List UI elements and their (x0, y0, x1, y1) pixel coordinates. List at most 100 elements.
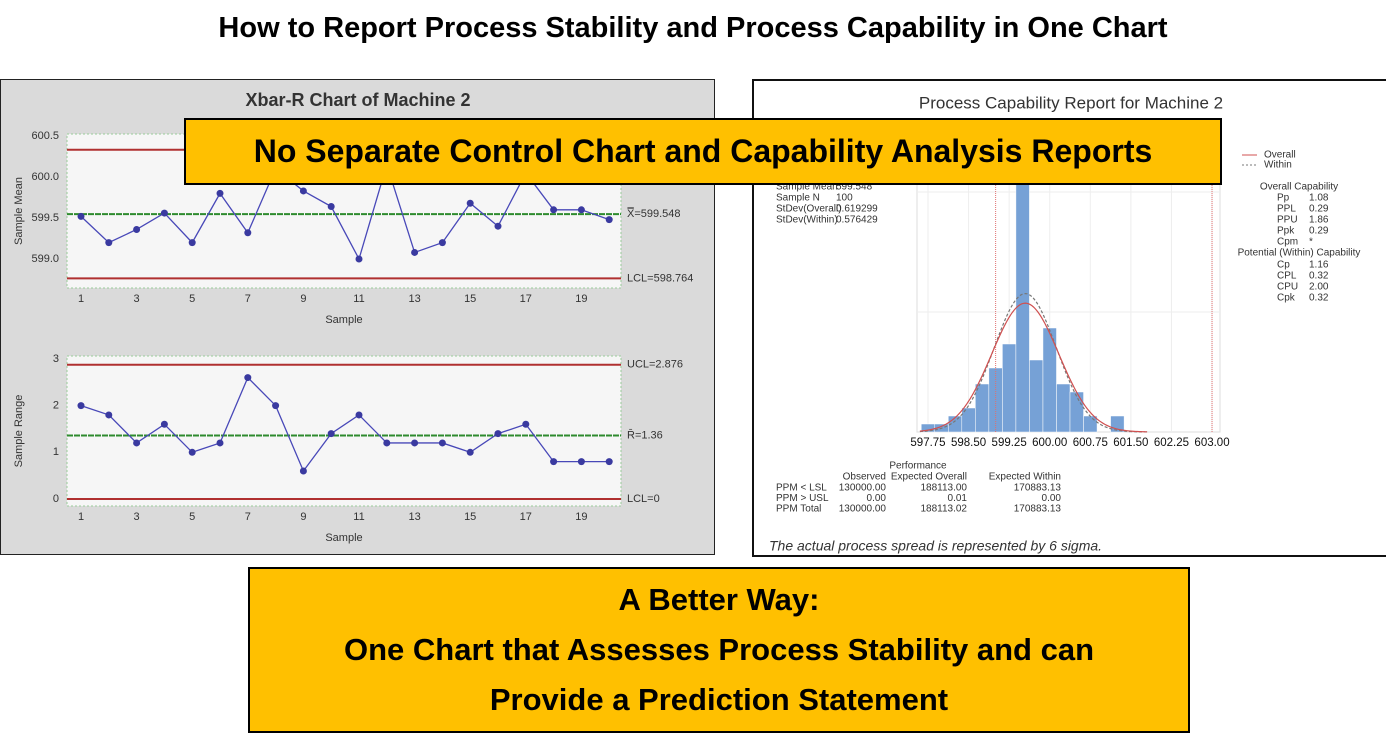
performance-cell: 130000.00 (839, 483, 887, 494)
data-point (299, 467, 307, 475)
stat-value: 0.576429 (836, 215, 878, 226)
x-tick-label: 5 (189, 293, 195, 305)
x-tick-label: 5 (189, 511, 195, 523)
performance-cell: 170883.13 (1014, 504, 1062, 515)
data-point (188, 239, 196, 247)
cap-label: Cpm (1277, 237, 1298, 248)
y-tick-label: 599.0 (31, 253, 59, 265)
performance-cell: 0.00 (1042, 493, 1062, 504)
x-tick-label: 601.50 (1113, 437, 1148, 449)
performance-column-header: Observed (843, 472, 886, 483)
xbar-r-chart: Xbar-R Chart of Machine 2 600.5 600.0 599.5… (13, 90, 693, 544)
banner-top: No Separate Control Chart and Capability… (184, 118, 1222, 185)
legend-overall: Overall (1264, 150, 1296, 161)
y-tick-label: 2 (53, 400, 59, 412)
cap-label: PPU (1277, 215, 1298, 226)
lcl-label: LCL=0 (627, 493, 660, 505)
performance-cell: 0.00 (867, 493, 887, 504)
data-point (327, 203, 335, 211)
y-axis-label: Sample Mean (13, 177, 25, 245)
performance-cell: 188113.02 (920, 504, 967, 515)
cap-value: 0.29 (1309, 204, 1329, 215)
x-tick-label: 17 (520, 293, 532, 305)
data-point (605, 458, 613, 466)
x-tick-label: 11 (353, 511, 364, 523)
cap-value: * (1309, 237, 1313, 248)
x-tick-label: 13 (408, 511, 420, 523)
data-point (522, 420, 530, 428)
data-point (438, 439, 446, 447)
x-tick-label: 19 (575, 511, 587, 523)
stat-value: 599.548 (836, 182, 873, 193)
x-tick-label: 598.50 (951, 437, 986, 449)
histogram-bar (975, 383, 990, 433)
cap-label: CPU (1277, 282, 1298, 293)
within-curve (919, 292, 1148, 433)
banner-line-2: One Chart that Assesses Process Stabilit… (343, 632, 1095, 667)
data-point (494, 222, 502, 230)
x-tick-label: 1 (78, 293, 84, 305)
x-tick-label: 599.25 (992, 437, 1027, 449)
histogram-bar (1042, 327, 1057, 433)
overall-capability-heading: Overall Capability (1260, 182, 1338, 193)
performance-row-label: PPM Total (776, 504, 821, 515)
histogram-bar (1083, 415, 1098, 433)
data-point (133, 439, 141, 447)
banner-line-1: A Better Way: (618, 582, 820, 617)
data-point (133, 225, 141, 233)
data-point (494, 430, 502, 438)
center-label: R̄=1.36 (627, 429, 663, 442)
x-tick-label: 19 (575, 293, 587, 305)
cap-value: 0.32 (1309, 271, 1329, 282)
data-point (383, 439, 391, 447)
performance-column-header: Expected Within (989, 472, 1061, 483)
cap-value: 1.16 (1309, 260, 1329, 271)
lcl-label: LCL=598.764 (627, 272, 693, 284)
cap-value: 0.32 (1309, 293, 1329, 304)
data-point (299, 187, 307, 195)
performance-row-label: PPM > USL (776, 493, 829, 504)
x-tick-label: 15 (464, 293, 476, 305)
banner-line-3: Provide a Prediction Statement (489, 682, 949, 717)
data-point (605, 216, 613, 224)
stat-label: Sample N (776, 193, 820, 204)
data-point (438, 239, 446, 247)
performance-cell: 130000.00 (839, 504, 887, 515)
data-point (188, 448, 196, 456)
page-title: How to Report Process Stability and Proc… (218, 12, 1168, 44)
data-point (577, 206, 585, 214)
data-point (355, 255, 363, 263)
y-tick-label: 599.5 (31, 212, 59, 224)
footnote: The actual process spread is represented… (769, 538, 1102, 554)
histogram-bar (1029, 359, 1044, 433)
performance-column-header: Expected Overall (891, 472, 967, 483)
y-tick-label: 600.0 (31, 171, 59, 183)
x-tick-label: 15 (464, 511, 476, 523)
x-tick-label: 9 (300, 511, 306, 523)
data-point (327, 430, 335, 438)
legend-within: Within (1264, 160, 1292, 171)
data-point (577, 458, 585, 466)
data-point (105, 239, 113, 247)
data-point (216, 189, 224, 197)
data-point (466, 448, 474, 456)
x-tick-label: 602.25 (1154, 437, 1189, 449)
cap-label: Pp (1277, 193, 1290, 204)
histogram-bar (1002, 343, 1017, 433)
performance-heading: Performance (889, 461, 947, 472)
x-tick-label: 7 (245, 293, 251, 305)
performance-cell: 0.01 (948, 493, 968, 504)
data-point (272, 402, 280, 410)
data-point (77, 402, 85, 410)
xbar-chart-title: Xbar-R Chart of Machine 2 (245, 90, 470, 110)
x-axis-label: Sample (325, 314, 362, 326)
stat-label: StDev(Overall) (776, 204, 842, 215)
data-point (105, 411, 113, 419)
x-tick-label: 7 (245, 511, 251, 523)
stat-value: 100 (836, 193, 853, 204)
data-line (80, 376, 610, 473)
cap-label: PPL (1277, 204, 1296, 215)
data-point (550, 206, 558, 214)
within-capability-heading: Potential (Within) Capability (1238, 248, 1361, 259)
histogram-bar (1015, 183, 1030, 433)
